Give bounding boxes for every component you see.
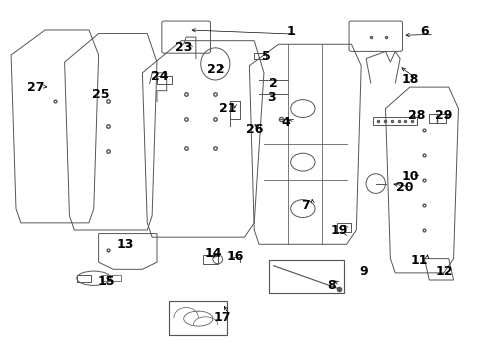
Text: 14: 14 — [203, 247, 221, 260]
Text: 21: 21 — [218, 102, 236, 115]
Text: 18: 18 — [400, 73, 418, 86]
Text: 29: 29 — [434, 109, 451, 122]
Text: 25: 25 — [92, 88, 110, 101]
Bar — [101, 275, 120, 281]
Text: 2: 2 — [269, 77, 278, 90]
Bar — [169, 301, 227, 336]
Text: 5: 5 — [262, 50, 270, 63]
Text: 3: 3 — [266, 91, 275, 104]
Bar — [254, 53, 266, 59]
Text: 9: 9 — [359, 265, 367, 278]
Text: 8: 8 — [327, 279, 336, 292]
Text: 6: 6 — [419, 25, 428, 38]
Text: 27: 27 — [27, 81, 44, 94]
Text: 19: 19 — [330, 224, 347, 237]
Bar — [428, 114, 446, 123]
Text: 22: 22 — [206, 63, 224, 76]
Text: 17: 17 — [213, 311, 231, 324]
Text: 23: 23 — [175, 41, 192, 54]
Bar — [203, 255, 217, 264]
Text: 1: 1 — [286, 25, 294, 38]
Text: 15: 15 — [97, 275, 115, 288]
Bar — [157, 76, 171, 84]
Text: 13: 13 — [117, 238, 134, 251]
Text: 28: 28 — [407, 109, 425, 122]
Text: 7: 7 — [300, 198, 309, 212]
Bar — [77, 275, 91, 282]
Text: 12: 12 — [434, 265, 452, 278]
Text: 16: 16 — [225, 250, 243, 263]
Bar — [372, 117, 416, 125]
Text: 4: 4 — [281, 116, 289, 129]
Text: 10: 10 — [400, 170, 418, 183]
Text: 20: 20 — [395, 181, 413, 194]
Text: 24: 24 — [150, 70, 168, 83]
Bar — [268, 260, 344, 293]
Bar — [336, 223, 351, 232]
Text: 11: 11 — [410, 254, 427, 267]
Text: 26: 26 — [245, 123, 263, 136]
